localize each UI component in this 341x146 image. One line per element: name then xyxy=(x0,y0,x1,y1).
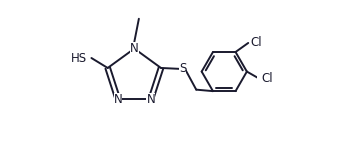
Text: N: N xyxy=(146,93,155,106)
Text: Cl: Cl xyxy=(250,36,262,49)
Text: S: S xyxy=(179,62,187,75)
Text: Cl: Cl xyxy=(261,72,273,85)
Text: N: N xyxy=(114,93,122,106)
Text: HS: HS xyxy=(71,52,87,65)
Text: N: N xyxy=(130,42,139,55)
